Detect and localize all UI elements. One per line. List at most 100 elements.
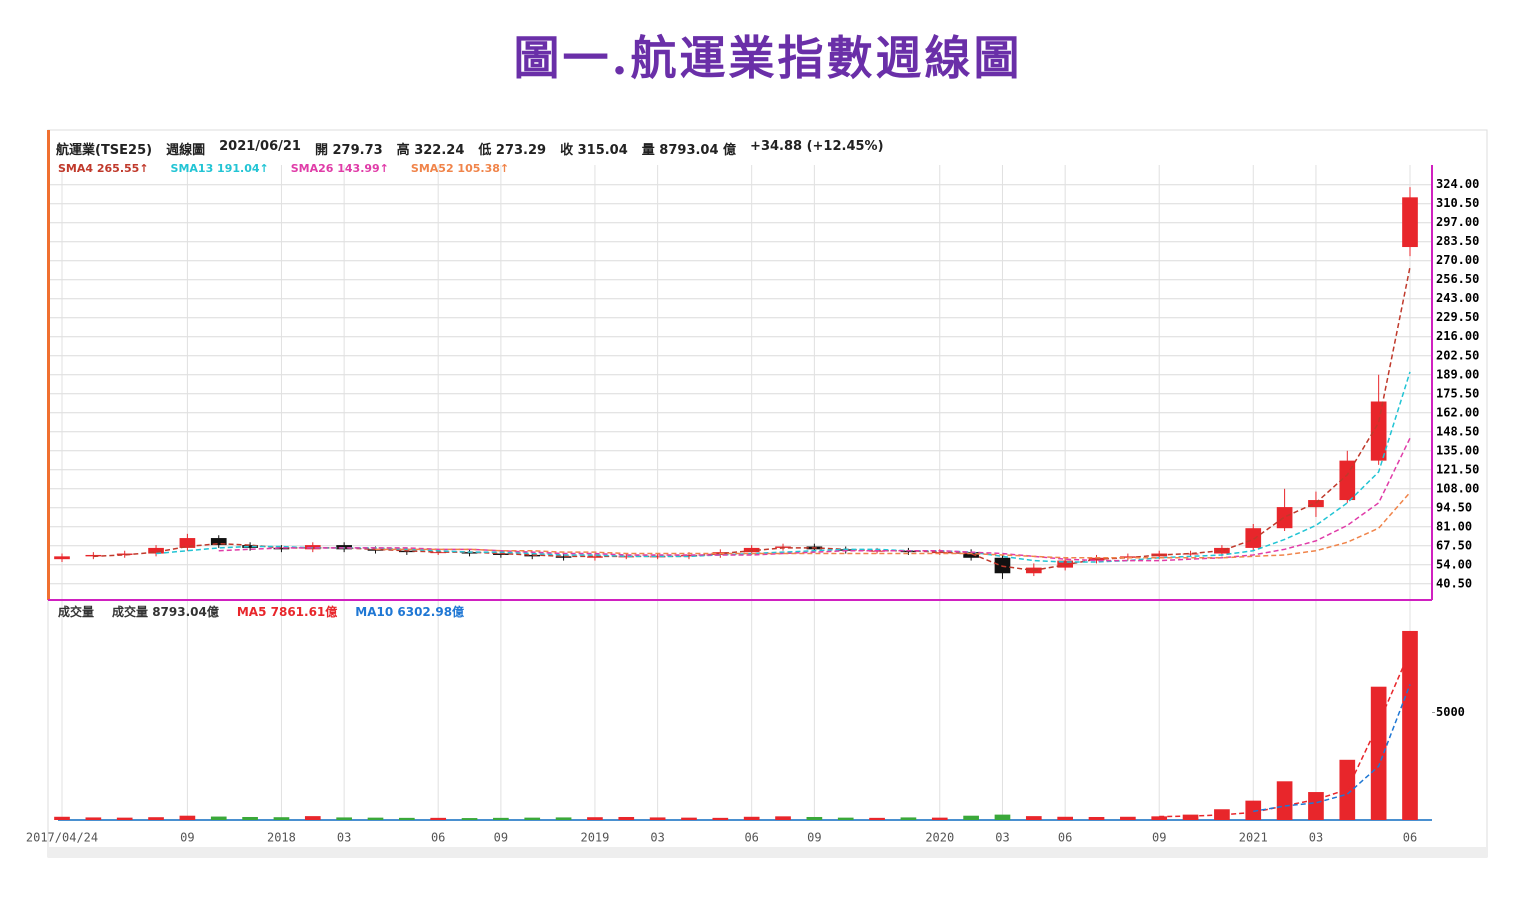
volume-bar [1214,809,1230,820]
volume-bar [1057,816,1073,820]
y-tick-label: 256.50 [1436,272,1479,286]
candle-body [54,556,70,560]
x-tick-label: 06 [744,831,758,845]
x-tick-label: 2017/04/24 [26,831,98,845]
candle-body [618,556,635,558]
volume-bar [1339,759,1356,820]
volume-bar [618,816,635,820]
volume-bar [837,817,854,820]
candle-body [1402,197,1418,248]
y-tick-label: 283.50 [1436,234,1479,248]
volume-bar [712,817,729,820]
x-tick-label: 03 [995,831,1009,845]
y-tick-label: 148.50 [1436,424,1479,438]
x-tick-label: 2020 [925,831,954,845]
volume-bar [743,816,760,820]
volume-bar [994,814,1011,820]
volume-bar [963,815,979,820]
header-item: +34.88 (+12.45%) [750,139,884,154]
volume-bar [210,816,227,820]
volume-bar [336,817,352,820]
candle-body [587,556,603,558]
legend-entry: SMA13 191.04↑ [170,162,269,175]
volume-bar [1088,816,1105,820]
candle-body [1339,460,1356,501]
y-tick-label: 135.00 [1436,443,1479,457]
header-item: 2021/06/21 [219,139,301,154]
y-tick-label: 40.50 [1436,576,1472,590]
volume-bar [461,818,478,820]
y-tick-label: 108.00 [1436,481,1479,495]
legend: SMA4 265.55↑ SMA13 191.04↑ SMA26 143.99↑ SM… [58,162,509,175]
volume-bar [1276,781,1293,820]
header-item: 收 315.04 [560,143,628,158]
y-tick-label: 94.50 [1436,500,1472,514]
y-tick-label: 310.50 [1436,196,1479,210]
x-tick-label: 09 [180,831,194,845]
volume-bar [649,817,666,820]
volume-bar [869,817,885,820]
legend-entry: MA5 7861.61億 [236,605,338,619]
volume-bar [493,817,509,820]
y-tick-label: 121.50 [1436,462,1479,476]
y-tick-label: 270.00 [1436,253,1479,267]
y-tick-label: 5000 [1436,705,1465,719]
candle-body [242,545,258,548]
y-tick-label: 67.50 [1436,538,1472,552]
ma-line [1159,650,1411,818]
volume-bar [775,816,791,820]
candle-body [210,538,227,546]
x-tick-label: 03 [337,831,351,845]
x-tick-label: 06 [1403,831,1417,845]
x-tick-label: 2018 [267,831,296,845]
volume-bar [179,815,196,820]
volume-bar [85,817,102,820]
x-tick-label: 09 [807,831,821,845]
x-tick-label: 2019 [580,831,609,845]
y-tick-label: 162.00 [1436,405,1479,419]
volume-bar [1245,800,1262,820]
volume-title: 成交量 [58,605,95,619]
y-tick-label: 243.00 [1436,291,1479,305]
volume-bar [806,816,823,820]
volume-bar [304,816,321,820]
legend-entry: SMA52 105.38↑ [410,162,510,175]
x-tick-label: 03 [650,831,664,845]
volume-legend: 成交量 成交量 8793.04億 MA5 7861.61億 MA10 6302.98億 [58,603,464,620]
legend-entry: MA10 6302.98億 [355,605,465,619]
candle-body [1245,528,1262,548]
candle-body [1214,547,1230,554]
volume-bar [1402,630,1418,820]
volume-bar [1308,792,1324,820]
ma-line [93,266,1411,572]
volume-bar [273,817,290,820]
header-item: 低 273.29 [478,143,547,158]
volume-bar [931,817,948,820]
x-tick-label: 06 [1058,831,1072,845]
candle-body [649,556,666,558]
header: 航運業(TSE25) 週線圖 2021/06/21 開 279.73 高 322.24 低… [56,139,884,158]
volume-bar [900,817,917,820]
ma-line [1253,684,1411,813]
candle-body [116,553,133,555]
header-item: 開 279.73 [314,143,383,158]
volume-bar [1182,814,1199,820]
ma-line [375,491,1411,559]
header-item: 週線圖 [166,143,206,158]
y-tick-label: 175.50 [1436,386,1479,400]
x-tick-label: 09 [494,831,508,845]
volume-label: 成交量 8793.04億 [112,605,219,619]
y-tick-label: 324.00 [1436,177,1479,191]
legend-entry: SMA4 265.55↑ [58,162,149,175]
volume-bar [1120,816,1136,820]
y-tick-label: 229.50 [1436,310,1479,324]
volume-bar [587,817,603,820]
candle-body [963,552,979,558]
legend-entry: SMA26 143.99↑ [290,162,389,175]
y-tick-label: 189.00 [1436,367,1479,381]
candle-body [148,547,164,554]
volume-bar [430,817,447,820]
volume-bar [54,816,70,820]
